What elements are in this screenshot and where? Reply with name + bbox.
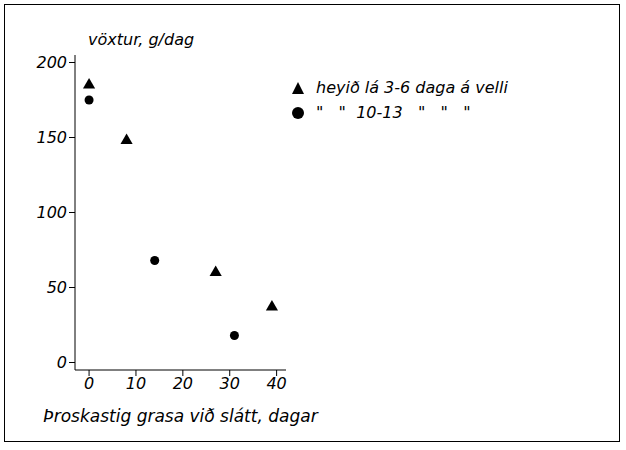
svg-text:10: 10 [126, 374, 146, 393]
svg-text:0: 0 [84, 374, 94, 393]
svg-text:100: 100 [36, 203, 67, 222]
svg-text:20: 20 [173, 374, 193, 393]
svg-text:200: 200 [36, 53, 67, 72]
svg-text:0: 0 [57, 353, 67, 372]
svg-text:50: 50 [47, 278, 67, 297]
svg-text:30: 30 [220, 374, 240, 393]
svg-text:150: 150 [36, 128, 67, 147]
html-text:" " 10-13 " " ": " " 10-13 " " " [316, 103, 471, 122]
svg-text:Þroskastig grasa við slátt, da: Þroskastig grasa við slátt, dagar [43, 406, 318, 426]
html-text:vöxtur, g/dag: vöxtur, g/dag [88, 30, 195, 49]
svg-text:40: 40 [266, 374, 286, 393]
html-text:heyið lá 3-6 daga á velli: heyið lá 3-6 daga á velli [316, 78, 508, 97]
